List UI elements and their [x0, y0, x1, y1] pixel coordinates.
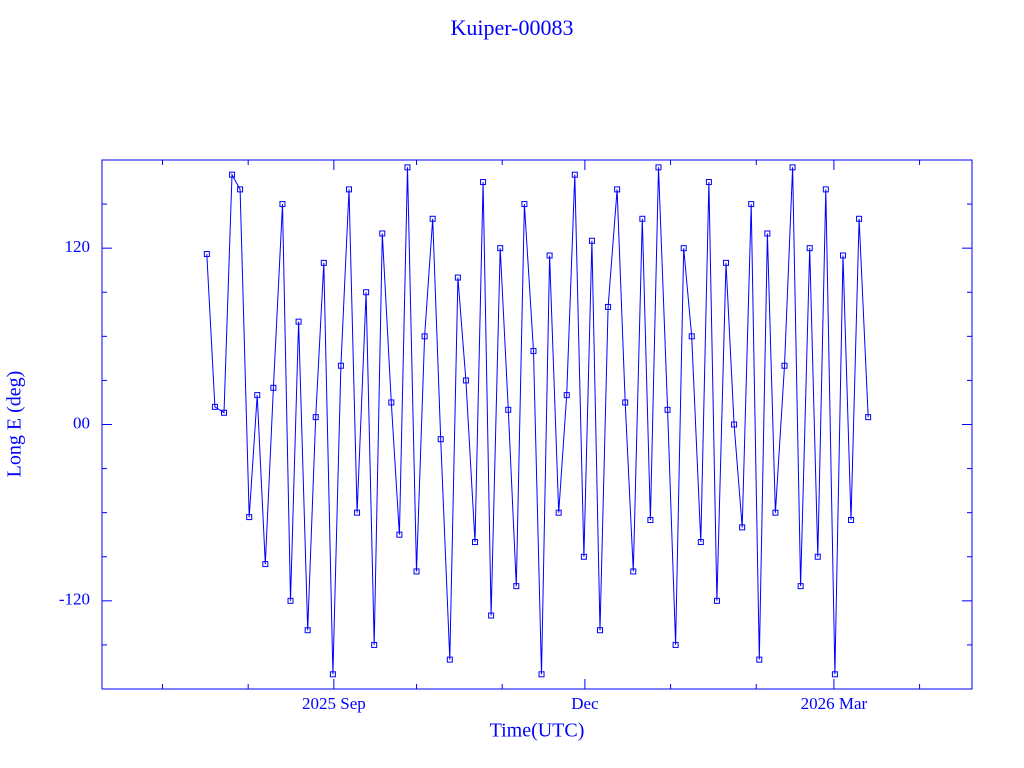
- data-point: [429, 215, 436, 222]
- y-tick-label: 120: [65, 237, 91, 256]
- data-point: [304, 627, 311, 634]
- data-point: [822, 186, 829, 193]
- data-point: [756, 656, 763, 663]
- data-point: [354, 509, 361, 516]
- data-line: [206, 167, 869, 675]
- data-point: [270, 384, 277, 391]
- data-point: [211, 403, 218, 410]
- data-point: [848, 517, 855, 524]
- data-point: [337, 362, 344, 369]
- x-tick-label: 2025 Sep: [302, 694, 366, 713]
- data-point: [739, 524, 746, 531]
- data-point: [345, 186, 352, 193]
- data-point: [497, 245, 504, 252]
- data-point: [312, 414, 319, 421]
- data-point: [688, 333, 695, 340]
- data-point: [254, 392, 261, 399]
- data-point: [856, 215, 863, 222]
- data-point: [320, 259, 327, 266]
- data-point: [588, 237, 595, 244]
- data-point: [237, 186, 244, 193]
- data-point: [713, 597, 720, 604]
- data-point: [697, 539, 704, 546]
- data-point: [371, 641, 378, 648]
- data-point: [521, 201, 528, 208]
- data-point: [246, 514, 253, 521]
- data-point: [530, 348, 537, 355]
- data-point: [262, 561, 269, 568]
- data-point: [229, 171, 236, 178]
- data-point: [571, 171, 578, 178]
- data-point: [413, 568, 420, 575]
- data-point: [630, 568, 637, 575]
- data-point: [396, 531, 403, 538]
- data-point: [454, 274, 461, 281]
- data-point: [379, 230, 386, 237]
- data-point: [781, 362, 788, 369]
- data-point: [839, 252, 846, 259]
- data-point: [404, 164, 411, 171]
- y-axis-label: Long E (deg): [4, 371, 26, 478]
- data-point: [538, 671, 545, 678]
- data-point: [639, 215, 646, 222]
- data-point: [329, 671, 336, 678]
- data-point: [480, 179, 487, 186]
- data-point: [806, 245, 813, 252]
- data-point: [748, 201, 755, 208]
- data-point: [622, 399, 629, 406]
- data-point: [597, 627, 604, 634]
- data-point: [672, 641, 679, 648]
- data-point: [680, 245, 687, 252]
- y-tick-label: -120: [59, 590, 90, 609]
- data-point: [580, 553, 587, 560]
- data-point: [772, 509, 779, 516]
- data-point: [287, 597, 294, 604]
- data-point: [723, 259, 730, 266]
- data-point: [764, 230, 771, 237]
- data-point: [814, 553, 821, 560]
- data-point: [731, 421, 738, 428]
- chart-title: Kuiper-00083: [451, 15, 574, 40]
- data-point: [614, 186, 621, 193]
- data-point: [605, 303, 612, 310]
- data-point: [865, 414, 872, 421]
- data-point: [505, 406, 512, 413]
- data-point: [555, 509, 562, 516]
- data-point: [472, 539, 479, 546]
- plot-frame: [101, 159, 973, 690]
- data-point: [295, 318, 302, 325]
- data-point: [220, 409, 227, 416]
- x-tick-label: 2026 Mar: [801, 694, 868, 713]
- data-point: [563, 392, 570, 399]
- data-point: [831, 671, 838, 678]
- data-point: [279, 201, 286, 208]
- data-point: [388, 399, 395, 406]
- data-point: [797, 583, 804, 590]
- data-point: [203, 251, 210, 258]
- data-point: [664, 406, 671, 413]
- data-point: [446, 656, 453, 663]
- data-point: [789, 164, 796, 171]
- data-point: [647, 517, 654, 524]
- data-point: [546, 252, 553, 259]
- x-axis-label: Time(UTC): [490, 720, 585, 742]
- data-point: [705, 179, 712, 186]
- data-point: [421, 333, 428, 340]
- data-point: [655, 164, 662, 171]
- data-point: [437, 436, 444, 443]
- data-point: [513, 583, 520, 590]
- data-point: [488, 612, 495, 619]
- data-point: [462, 377, 469, 384]
- x-tick-label: Dec: [571, 694, 599, 713]
- y-tick-label: 00: [73, 413, 90, 432]
- data-point: [363, 289, 370, 296]
